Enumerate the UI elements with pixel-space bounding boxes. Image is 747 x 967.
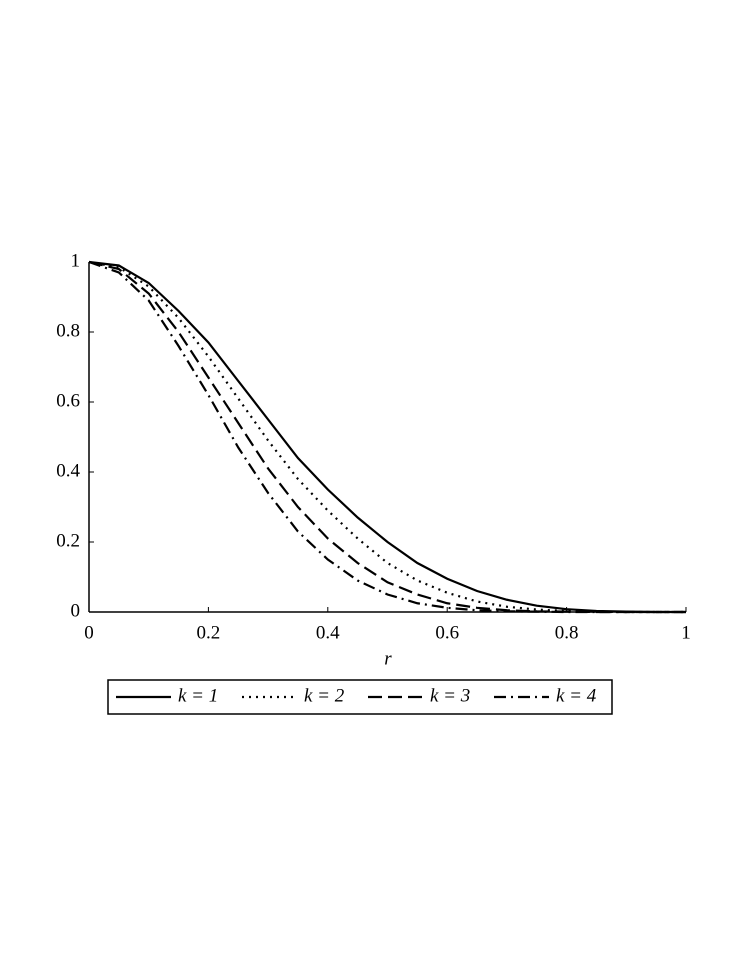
y-tick-label: 0.8	[56, 320, 80, 341]
x-tick-label: 0.8	[555, 622, 579, 643]
series-line	[88, 260, 686, 614]
x-tick-label: 1	[681, 622, 691, 643]
y-tick-label: 1	[71, 250, 81, 271]
series-line	[88, 260, 686, 614]
x-axis-label: r	[384, 648, 392, 669]
x-tick-label: 0.6	[435, 622, 459, 643]
y-tick-label: 0.4	[56, 460, 80, 481]
x-tick-label: 0.2	[197, 622, 221, 643]
legend-label: k = 4	[556, 685, 597, 706]
legend-label: k = 3	[430, 685, 470, 706]
x-tick-label: 0	[84, 622, 94, 643]
legend-label: k = 1	[178, 685, 218, 706]
y-tick-label: 0	[71, 600, 81, 621]
legend-label: k = 2	[304, 685, 345, 706]
y-tick-label: 0.2	[56, 530, 80, 551]
y-tick-label: 0.6	[56, 390, 80, 411]
series-line	[88, 260, 686, 614]
legend-box	[107, 679, 613, 715]
series-line	[88, 260, 686, 614]
x-tick-label: 0.4	[316, 622, 340, 643]
